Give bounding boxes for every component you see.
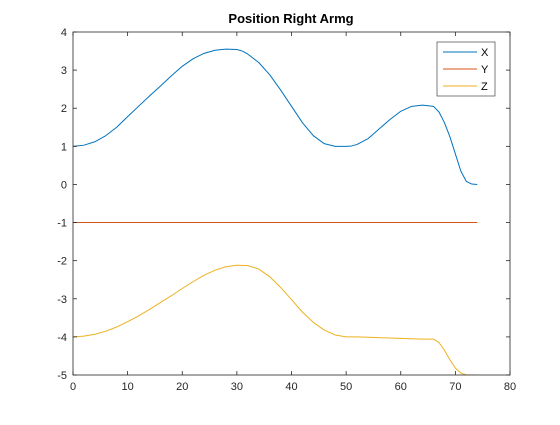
y-tick-label: -3 bbox=[57, 294, 67, 306]
legend-label-z: Z bbox=[481, 81, 488, 93]
y-tick-label: 3 bbox=[61, 65, 67, 77]
plot-area: 0 10 20 30 40 50 60 70 80 -5 -4 -3 -2 -1 0 1 2 3 4 XYZ bbox=[57, 27, 516, 393]
y-tick-label: 2 bbox=[61, 103, 67, 115]
y-tick-label: -4 bbox=[57, 332, 67, 344]
x-tick-label: 20 bbox=[176, 381, 188, 393]
x-tick-label: 40 bbox=[285, 381, 297, 393]
y-tick-label: -1 bbox=[57, 218, 67, 230]
x-tick-label: 80 bbox=[504, 381, 516, 393]
x-tick-label: 30 bbox=[231, 381, 243, 393]
series-line-z bbox=[73, 264, 478, 375]
chart-title: Position Right Armg bbox=[228, 11, 353, 26]
x-tick-label: 70 bbox=[449, 381, 461, 393]
legend-label-y: Y bbox=[481, 64, 489, 76]
legend-label-x: X bbox=[481, 47, 489, 59]
y-tick-label: 1 bbox=[61, 141, 67, 153]
y-tick-label: -5 bbox=[57, 370, 67, 382]
x-tick-label: 0 bbox=[70, 381, 76, 393]
y-tick-label: -2 bbox=[57, 256, 67, 268]
series-line-x bbox=[73, 48, 478, 185]
x-tick-label: 10 bbox=[122, 381, 134, 393]
y-tick-label: 4 bbox=[61, 27, 67, 39]
x-tick-label: 60 bbox=[395, 381, 407, 393]
y-tick-label: 0 bbox=[61, 179, 67, 191]
x-tick-label: 50 bbox=[340, 381, 352, 393]
